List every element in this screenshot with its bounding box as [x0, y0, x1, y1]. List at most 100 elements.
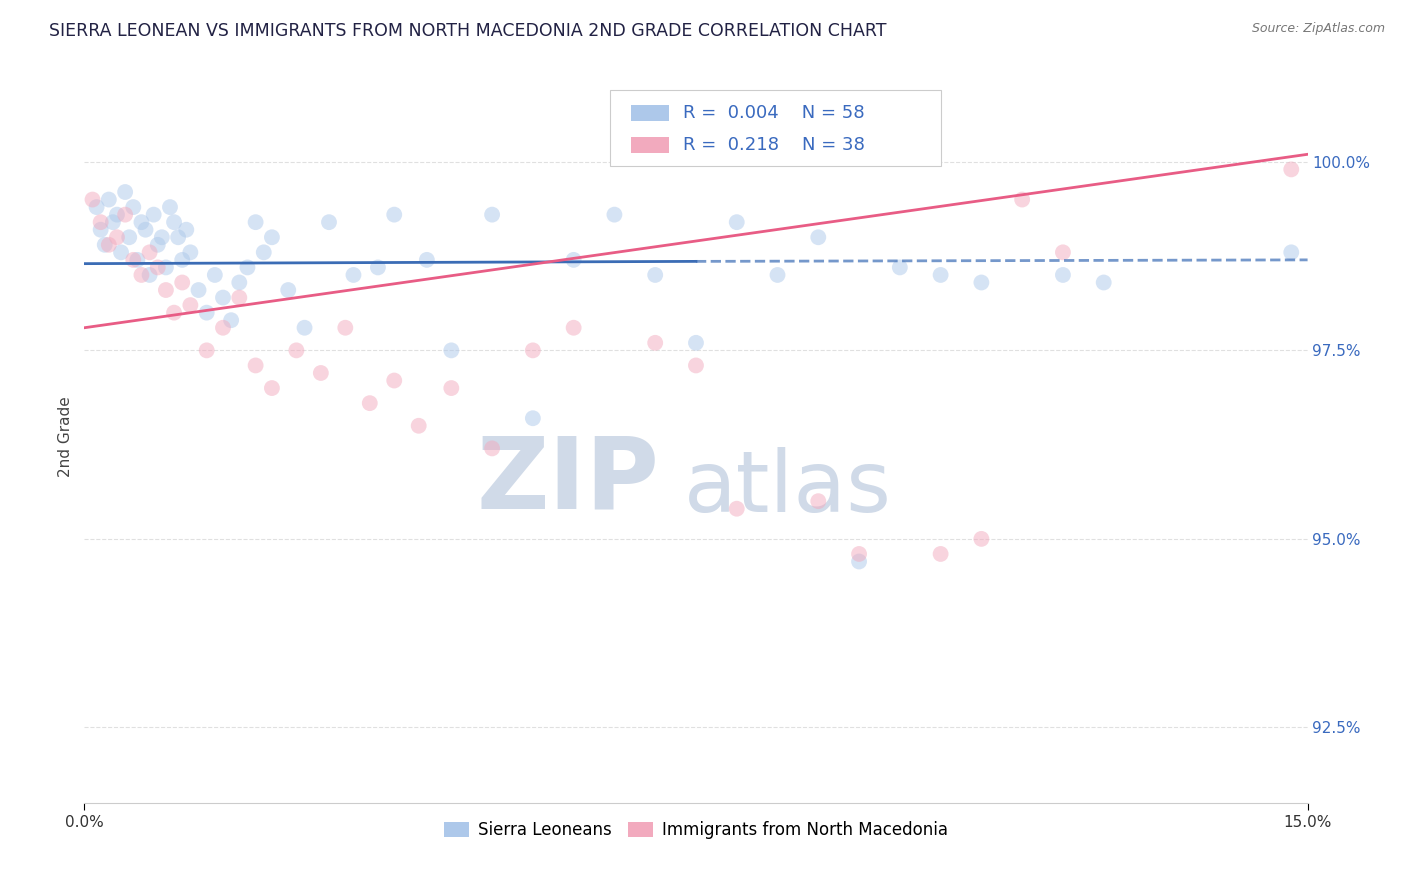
Point — [644, 335, 666, 350]
Point — [562, 320, 585, 334]
Point — [416, 252, 439, 267]
Point — [335, 320, 357, 334]
Point — [155, 283, 177, 297]
Point — [685, 359, 707, 373]
Point — [105, 208, 128, 222]
Point — [146, 237, 169, 252]
Point — [122, 252, 145, 267]
Text: SIERRA LEONEAN VS IMMIGRANTS FROM NORTH MACEDONIA 2ND GRADE CORRELATION CHART: SIERRA LEONEAN VS IMMIGRANTS FROM NORTH … — [49, 22, 887, 40]
Point — [93, 237, 115, 252]
Point — [114, 185, 136, 199]
Point — [970, 276, 993, 290]
Point — [245, 359, 267, 373]
Point — [522, 411, 544, 425]
Point — [440, 381, 463, 395]
Point — [1011, 193, 1033, 207]
Point — [118, 230, 141, 244]
Point — [135, 223, 157, 237]
Point — [685, 335, 707, 350]
Point — [212, 320, 235, 334]
Point — [277, 283, 299, 297]
Point — [382, 374, 405, 388]
Point — [285, 343, 308, 358]
Point — [1052, 245, 1074, 260]
Point — [114, 208, 136, 222]
Point — [929, 268, 952, 282]
Point — [195, 306, 218, 320]
Point — [970, 532, 993, 546]
Point — [440, 343, 463, 358]
FancyBboxPatch shape — [610, 90, 941, 167]
Point — [138, 245, 160, 260]
Point — [167, 230, 190, 244]
Point — [187, 283, 209, 297]
Point — [260, 381, 283, 395]
Point — [131, 215, 153, 229]
Point — [174, 223, 197, 237]
Legend: Sierra Leoneans, Immigrants from North Macedonia: Sierra Leoneans, Immigrants from North M… — [437, 814, 955, 846]
Text: Source: ZipAtlas.com: Source: ZipAtlas.com — [1251, 22, 1385, 36]
Text: R =  0.004    N = 58: R = 0.004 N = 58 — [683, 103, 865, 122]
FancyBboxPatch shape — [631, 137, 669, 153]
Point — [1092, 276, 1115, 290]
Point — [138, 268, 160, 282]
Point — [929, 547, 952, 561]
Point — [159, 200, 181, 214]
Point — [155, 260, 177, 275]
Point — [172, 276, 194, 290]
Text: R =  0.218    N = 38: R = 0.218 N = 38 — [683, 136, 865, 154]
Point — [163, 306, 186, 320]
Point — [725, 215, 748, 229]
Point — [807, 494, 830, 508]
Point — [105, 230, 128, 244]
Point — [101, 215, 124, 229]
Point — [766, 268, 789, 282]
Point — [253, 245, 276, 260]
Point — [131, 268, 153, 282]
Point — [195, 343, 218, 358]
Point — [294, 320, 316, 334]
Point — [179, 245, 201, 260]
Y-axis label: 2nd Grade: 2nd Grade — [58, 397, 73, 477]
Point — [127, 252, 149, 267]
Point — [172, 252, 194, 267]
Point — [1279, 162, 1302, 177]
Point — [90, 223, 112, 237]
Point — [342, 268, 364, 282]
Point — [90, 215, 112, 229]
Point — [122, 200, 145, 214]
Point — [848, 547, 870, 561]
Point — [179, 298, 201, 312]
Point — [807, 230, 830, 244]
Point — [481, 442, 503, 456]
Point — [603, 208, 626, 222]
Point — [236, 260, 259, 275]
Point — [204, 268, 226, 282]
Point — [212, 291, 235, 305]
Point — [86, 200, 108, 214]
Point — [260, 230, 283, 244]
Point — [522, 343, 544, 358]
Point — [110, 245, 132, 260]
Point — [150, 230, 173, 244]
Point — [481, 208, 503, 222]
Point — [245, 215, 267, 229]
Point — [97, 193, 120, 207]
Point — [725, 501, 748, 516]
Point — [408, 418, 430, 433]
Point — [359, 396, 381, 410]
Point — [367, 260, 389, 275]
Point — [848, 554, 870, 568]
Text: atlas: atlas — [683, 447, 891, 530]
Point — [146, 260, 169, 275]
Point — [1052, 268, 1074, 282]
Point — [228, 291, 250, 305]
Point — [1279, 245, 1302, 260]
Point — [228, 276, 250, 290]
Point — [562, 252, 585, 267]
Point — [309, 366, 332, 380]
Point — [219, 313, 242, 327]
Point — [318, 215, 340, 229]
Point — [382, 208, 405, 222]
Text: ZIP: ZIP — [477, 433, 659, 530]
